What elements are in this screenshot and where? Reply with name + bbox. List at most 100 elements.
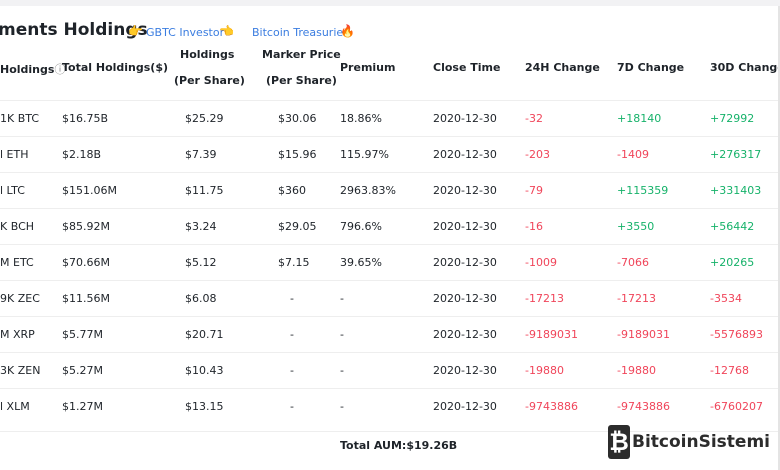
- cell-per-share: $3.24: [185, 220, 217, 233]
- cell-price: $7.15: [278, 256, 310, 269]
- bitcoin-treasuries-link[interactable]: Bitcoin Treasuries: [252, 26, 349, 39]
- watermark: ₿ BitcoinSistemi: [608, 424, 770, 460]
- section-title: ments Holdings: [0, 20, 148, 40]
- table-row[interactable]: l LTC $151.06M $11.75 $360 2963.83% 2020-12-3…: [0, 172, 780, 209]
- cell-c30: +276317: [710, 148, 762, 161]
- table-row[interactable]: M ETC $70.66M $5.12 $7.15 39.65% 2020-12-30 -1…: [0, 244, 780, 281]
- cell-total: $151.06M: [62, 184, 117, 197]
- cell-c30: -12768: [710, 364, 749, 377]
- cell-c24: -32: [525, 112, 543, 125]
- cell-premium: -: [340, 400, 344, 413]
- cell-c24: -203: [525, 148, 550, 161]
- col-30d-change[interactable]: 30D Change: [710, 61, 780, 74]
- table-row[interactable]: 9K ZEC $11.56M $6.08 - - 2020-12-30 -17213 -172…: [0, 280, 780, 317]
- cell-premium: -: [340, 328, 344, 341]
- cell-premium: 18.86%: [340, 112, 382, 125]
- gbtc-investor-link[interactable]: GBTC Investor: [146, 26, 225, 39]
- cell-price: $29.05: [278, 220, 317, 233]
- cell-total: $11.56M: [62, 292, 110, 305]
- cell-holdings: 3K ZEN: [0, 364, 41, 377]
- cell-premium: 39.65%: [340, 256, 382, 269]
- cell-c30: -6760207: [710, 400, 763, 413]
- cell-holdings: l XLM: [0, 400, 30, 413]
- cell-c7: +18140: [617, 112, 662, 125]
- fire-icon: 🔥: [340, 24, 355, 38]
- cell-c30: +56442: [710, 220, 755, 233]
- cell-close-time: 2020-12-30: [433, 184, 497, 197]
- cell-close-time: 2020-12-30: [433, 364, 497, 377]
- cell-c30: +72992: [710, 112, 755, 125]
- cell-holdings: 1K BTC: [0, 112, 40, 125]
- cell-holdings: M ETC: [0, 256, 34, 269]
- holdings-panel: ments Holdings 👉 GBTC Investor 👈 Bitcoin…: [0, 6, 780, 470]
- cell-c24: -79: [525, 184, 543, 197]
- table-row[interactable]: M XRP $5.77M $20.71 - - 2020-12-30 -9189031 -91…: [0, 316, 780, 353]
- table-row[interactable]: K BCH $85.92M $3.24 $29.05 796.6% 2020-12-30 -…: [0, 208, 780, 245]
- cell-total: $70.66M: [62, 256, 110, 269]
- cell-holdings: M XRP: [0, 328, 35, 341]
- cell-c24: -16: [525, 220, 543, 233]
- cell-c7: -17213: [617, 292, 656, 305]
- cell-c7: -7066: [617, 256, 649, 269]
- cell-holdings: l ETH: [0, 148, 29, 161]
- cell-c7: +3550: [617, 220, 655, 233]
- cell-holdings: K BCH: [0, 220, 35, 233]
- cell-per-share: $5.12: [185, 256, 217, 269]
- col-close-time[interactable]: Close Time: [433, 61, 501, 74]
- cell-c24: -9189031: [525, 328, 578, 341]
- cell-price: -: [290, 400, 294, 413]
- table-row[interactable]: 3K ZEN $5.27M $10.43 - - 2020-12-30 -19880 -198…: [0, 352, 780, 389]
- cell-premium: -: [340, 364, 344, 377]
- cell-total: $1.27M: [62, 400, 103, 413]
- cell-c7: +115359: [617, 184, 669, 197]
- info-icon[interactable]: ⓘ: [54, 63, 66, 76]
- cell-per-share: $11.75: [185, 184, 224, 197]
- col-holdings-per-share-line1[interactable]: Holdings: [180, 48, 235, 61]
- table-row[interactable]: 1K BTC $16.75B $25.29 $30.06 18.86% 2020-12-3…: [0, 100, 780, 137]
- cell-total: $5.27M: [62, 364, 103, 377]
- cell-c7: -9189031: [617, 328, 670, 341]
- cell-close-time: 2020-12-30: [433, 256, 497, 269]
- cell-close-time: 2020-12-30: [433, 328, 497, 341]
- cell-per-share: $20.71: [185, 328, 224, 341]
- col-marker-price-line2: (Per Share): [266, 74, 337, 87]
- pointing-hand-icon-2: 👈: [219, 24, 234, 38]
- col-7d-change[interactable]: 7D Change: [617, 61, 685, 74]
- cell-c7: -9743886: [617, 400, 670, 413]
- cell-total: $2.18B: [62, 148, 102, 161]
- cell-c24: -17213: [525, 292, 564, 305]
- col-holdings[interactable]: Holdingsⓘ: [0, 61, 65, 77]
- col-holdings-per-share-line2: (Per Share): [174, 74, 245, 87]
- table-row[interactable]: l XLM $1.27M $13.15 - - 2020-12-30 -9743886 -97…: [0, 388, 780, 425]
- cell-per-share: $10.43: [185, 364, 224, 377]
- col-marker-price-line1[interactable]: Marker Price: [262, 48, 341, 61]
- cell-per-share: $25.29: [185, 112, 224, 125]
- cell-price: -: [290, 328, 294, 341]
- cell-per-share: $13.15: [185, 400, 224, 413]
- bitcoin-logo-icon: ₿: [608, 425, 631, 459]
- col-premium[interactable]: Premium: [340, 61, 396, 74]
- cell-c24: -9743886: [525, 400, 578, 413]
- pointing-hand-icon: 👉: [128, 24, 143, 38]
- page-scrollbar[interactable]: [778, 6, 780, 470]
- cell-price: $30.06: [278, 112, 317, 125]
- table-row[interactable]: l ETH $2.18B $7.39 $15.96 115.97% 2020-12-30 -…: [0, 136, 780, 173]
- cell-premium: 796.6%: [340, 220, 382, 233]
- cell-total: $5.77M: [62, 328, 103, 341]
- cell-close-time: 2020-12-30: [433, 148, 497, 161]
- cell-premium: 115.97%: [340, 148, 389, 161]
- col-total-holdings[interactable]: Total Holdings($): [62, 61, 169, 74]
- cell-total: $16.75B: [62, 112, 109, 125]
- cell-c7: -19880: [617, 364, 656, 377]
- cell-c30: -3534: [710, 292, 742, 305]
- cell-per-share: $7.39: [185, 148, 217, 161]
- cell-total: $85.92M: [62, 220, 110, 233]
- col-24h-change[interactable]: 24H Change: [525, 61, 600, 74]
- cell-price: $360: [278, 184, 306, 197]
- cell-premium: 2963.83%: [340, 184, 396, 197]
- cell-premium: -: [340, 292, 344, 305]
- cell-close-time: 2020-12-30: [433, 400, 497, 413]
- cell-price: -: [290, 292, 294, 305]
- cell-c24: -1009: [525, 256, 557, 269]
- cell-c24: -19880: [525, 364, 564, 377]
